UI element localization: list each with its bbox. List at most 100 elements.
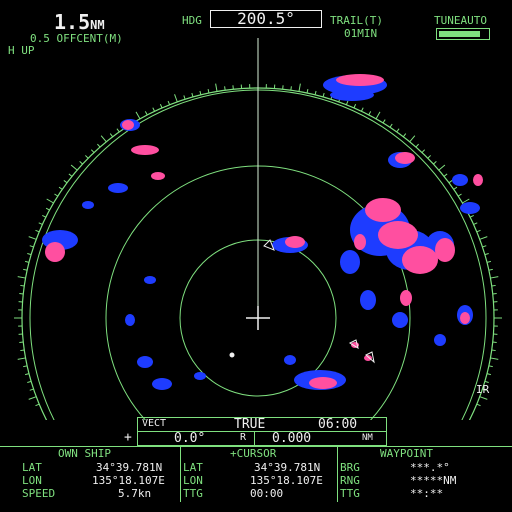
bearing-tick (90, 149, 95, 153)
cursor-range: 0.000 (272, 431, 312, 446)
bearing-tick (159, 104, 163, 109)
cursor-ttg-value: 00:00 (250, 487, 284, 500)
bearing-tick (46, 198, 54, 204)
bearing-tick (490, 357, 499, 360)
tune-bar (436, 28, 490, 40)
bearing-tick (488, 365, 493, 368)
own-speed-label: SPEED (22, 487, 56, 500)
bearing-tick (491, 284, 496, 287)
echo-returns-strong (45, 74, 483, 389)
own-lon-value: 135°18.107E (92, 474, 165, 487)
waypoint-rng-label: RNG (340, 474, 360, 487)
bearing-tick (488, 268, 493, 271)
target-markers[interactable] (229, 239, 375, 364)
vector-mode-box[interactable]: VECT TRUE 06:00 (137, 417, 387, 432)
bearing-tick (484, 380, 489, 383)
bearing-tick (28, 396, 37, 400)
cursor-bearing-ref: R (240, 432, 247, 443)
bearing-tick (23, 268, 28, 271)
trail-time: 01MIN (344, 27, 378, 40)
bearing-tick (42, 214, 47, 218)
bearing-tick (462, 198, 470, 204)
bearing-tick (486, 373, 491, 376)
bearing-tick (17, 276, 26, 279)
cursor-plus-icon: + (124, 430, 132, 445)
bearing-tick (322, 92, 325, 98)
bearing-tick (144, 111, 148, 116)
heading-value: 200.5° (210, 10, 322, 28)
bearing-tick (85, 155, 89, 159)
bearing-tick (109, 133, 114, 138)
waypoint-brg-value: ***.*° (410, 461, 450, 474)
bearing-tick (20, 284, 25, 287)
cursor-readout-box[interactable]: 0.0° R 0.000 NM (137, 431, 387, 446)
bearing-tick (298, 83, 301, 92)
vect-time: 06:00 (318, 417, 358, 432)
cursor-lon-value: 135°18.107E (250, 474, 323, 487)
bearing-tick (20, 349, 25, 352)
bearing-tick (97, 143, 101, 148)
waypoint-rng-value: *****NM (410, 474, 457, 487)
bearing-tick (54, 193, 59, 197)
bearing-tick (486, 260, 491, 263)
trail-label[interactable]: TRAIL(T) (330, 14, 383, 27)
cursor-ttg-label: TTG (183, 487, 203, 500)
bearing-tick (215, 83, 218, 92)
panel-divider-2 (337, 446, 338, 502)
own-lat-label: LAT (22, 461, 42, 474)
ir-label[interactable]: IR (476, 383, 490, 396)
bearing-tick (375, 111, 381, 120)
bearing-tick (68, 173, 73, 177)
bearing-tick (29, 245, 34, 248)
bearing-tick (290, 86, 292, 91)
bearing-tick (396, 128, 400, 133)
orientation-mode[interactable]: H UP (8, 44, 35, 57)
own-lon-label: LON (22, 474, 42, 487)
bearing-tick (167, 100, 171, 105)
bearing-tick (29, 388, 34, 391)
waypoint-ttg-label: TTG (340, 487, 360, 500)
hdg-label: HDG (182, 14, 202, 27)
bearing-tick (409, 135, 416, 143)
vect-label: VECT (142, 418, 167, 429)
bearing-tick (70, 164, 78, 171)
bearing-tick (421, 149, 426, 153)
bearing-tick (448, 180, 453, 184)
bearing-tick (482, 245, 487, 248)
bearing-tick (100, 135, 107, 143)
bearing-tick (25, 260, 30, 263)
bearing-tick (490, 276, 499, 279)
radar-display[interactable] (0, 0, 512, 420)
bearing-tick (353, 104, 357, 109)
cursor-lat-label: LAT (183, 461, 203, 474)
divider (254, 432, 255, 445)
bearing-tick (23, 365, 28, 368)
cursor-bearing: 0.0° (174, 431, 206, 446)
bearing-tick (389, 123, 393, 128)
bearing-tick (58, 186, 63, 190)
own-lat-value: 34°39.781N (96, 461, 163, 474)
bearing-tick (27, 253, 32, 256)
bearing-tick (491, 349, 496, 352)
vect-mode: TRUE (234, 417, 266, 432)
own-ship-title: OWN SHIP (58, 447, 111, 460)
bearing-tick (135, 111, 141, 120)
panel-divider-1 (180, 446, 181, 502)
bearing-tick (191, 92, 194, 98)
bearing-tick (469, 214, 474, 218)
bearing-tick (25, 373, 30, 376)
cursor-lat-value: 34°39.781N (254, 461, 321, 474)
bearing-tick (402, 133, 407, 138)
cursor-range-unit: NM (362, 433, 373, 443)
bearing-tick (382, 119, 386, 124)
bearing-tick (427, 155, 431, 159)
bearing-tick (116, 128, 120, 133)
range-value[interactable]: 1.5NM (54, 10, 105, 34)
tune-label[interactable]: TUNEAUTO (434, 14, 487, 27)
waypoint-title: WAYPOINT (380, 447, 433, 460)
bearing-tick (27, 380, 32, 383)
bearing-tick (314, 90, 317, 95)
bearing-scale (14, 80, 502, 407)
bearing-tick (28, 236, 37, 240)
offcenter-label: 0.5 OFFCENT(M) (30, 32, 123, 45)
